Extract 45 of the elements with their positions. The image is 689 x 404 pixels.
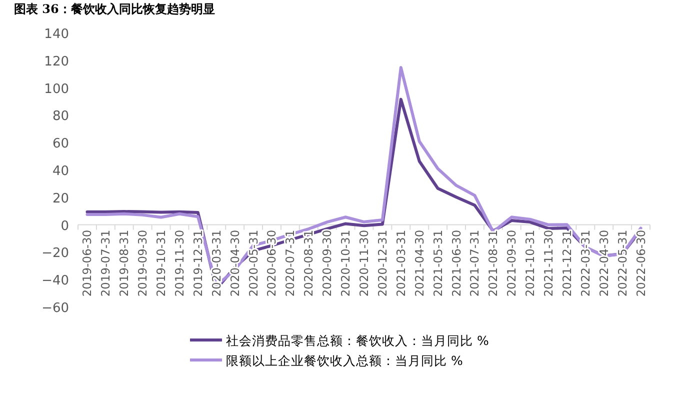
x-tick-label: 2021-06-30 <box>449 230 464 297</box>
legend-label: 限额以上企业餐饮收入总额：当月同比 % <box>226 353 463 368</box>
y-tick-label: −60 <box>42 301 69 316</box>
x-tick-label: 2019-11-30 <box>172 230 186 297</box>
y-tick-label: 20 <box>52 191 69 206</box>
y-tick-label: 60 <box>52 136 69 152</box>
y-tick-label: 40 <box>52 164 69 179</box>
x-tick-label: 2019-09-30 <box>136 230 150 297</box>
legend-label: 社会消费品零售总额：餐饮收入：当月同比 % <box>226 333 489 348</box>
x-tick-label: 2022-04-30 <box>596 230 611 297</box>
x-tick-label: 2022-03-31 <box>578 230 592 297</box>
x-tick-label: 2019-08-31 <box>117 230 132 297</box>
x-tick-label: 2020-05-31 <box>246 230 260 297</box>
y-tick-label: 120 <box>44 54 69 70</box>
x-tick-label: 2021-08-31 <box>486 230 500 297</box>
x-tick-label: 2021-05-31 <box>430 230 445 297</box>
x-tick-label: 2020-09-30 <box>320 230 334 297</box>
x-tick-label: 2020-06-30 <box>264 230 279 297</box>
x-tick-label: 2020-04-30 <box>228 230 242 297</box>
x-tick-label: 2020-11-30 <box>357 230 371 297</box>
x-tick-label: 2020-08-31 <box>302 230 316 297</box>
x-tick-label: 2020-10-31 <box>338 230 353 297</box>
x-tick-label: 2019-12-31 <box>190 230 205 297</box>
x-tick-label: 2021-04-30 <box>412 230 426 297</box>
x-tick-label: 2021-10-31 <box>523 230 538 297</box>
y-tick-label: −40 <box>42 274 69 289</box>
y-tick-label: 0 <box>60 218 69 234</box>
x-tick-label: 2019-06-30 <box>80 230 94 297</box>
x-tick-label: 2020-07-31 <box>283 230 298 297</box>
x-tick-label: 2021-09-30 <box>504 230 519 297</box>
y-tick-label: 100 <box>44 82 69 97</box>
y-tick-label: 140 <box>44 27 69 42</box>
x-tick-label: 2021-12-31 <box>560 230 574 297</box>
x-tick-label: 2019-10-31 <box>154 230 168 297</box>
x-tick-label: 2022-06-30 <box>634 230 648 297</box>
x-tick-label: 2021-07-31 <box>468 230 482 297</box>
x-tick-label: 2021-03-31 <box>394 230 408 297</box>
x-tick-label: 2019-07-31 <box>98 230 113 297</box>
y-tick-label: −20 <box>42 246 69 262</box>
x-tick-label: 2021-11-30 <box>542 230 556 297</box>
x-tick-label: 2022-05-31 <box>615 230 630 297</box>
y-tick-label: 80 <box>52 109 69 124</box>
x-tick-label: 2020-12-31 <box>375 230 390 297</box>
chart-title: 图表 36：餐饮收入同比恢复趋势明显 <box>14 2 215 16</box>
x-tick-label: 2020-03-31 <box>209 230 224 297</box>
